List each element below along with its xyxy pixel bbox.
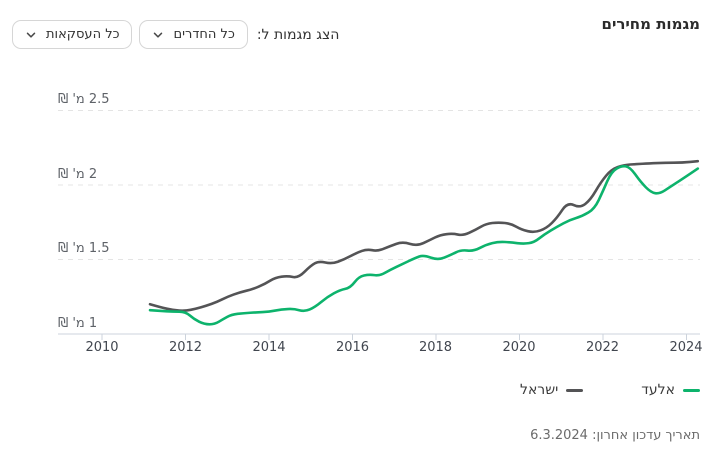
chart-legend: אלעד ישראל (520, 382, 700, 398)
filters-label: הצג מגמות ל: (256, 26, 340, 43)
legend-item-israel: ישראל (519, 382, 584, 398)
x-axis-label: 2010 (85, 340, 119, 355)
transactions-dropdown[interactable]: כל העסקאות (12, 20, 133, 49)
y-axis-label: 2 מ' ₪ (58, 167, 98, 182)
israel-series-color-marker (566, 388, 584, 392)
elad-series-color-marker (683, 388, 700, 392)
legend-label-israel: ישראל (519, 382, 559, 398)
y-axis-label: 2.5 מ' ₪ (58, 92, 110, 107)
last-updated-text: תאריך עדכון אחרון: 6.3.2024 (530, 428, 700, 443)
legend-item-elad: אלעד (641, 382, 700, 398)
page-title: מגמות מחירים (601, 15, 701, 33)
transactions-dropdown-value: כל העסקאות (46, 27, 120, 42)
x-axis-label: 2016 (335, 340, 370, 355)
y-axis-label: 1 מ' ₪ (58, 316, 98, 331)
rooms-dropdown[interactable]: כל החדרים (139, 20, 248, 49)
chevron-down-icon (152, 29, 164, 41)
x-axis-label: 2012 (168, 340, 203, 355)
trend-line (148, 159, 700, 312)
x-axis-label: 2022 (585, 340, 620, 355)
legend-label-elad: אלעד (641, 382, 675, 398)
y-axis-label: 1.5 מ' ₪ (58, 241, 110, 256)
x-axis-label: 2018 (418, 340, 453, 355)
x-axis-label: 2024 (669, 340, 703, 355)
x-axis-label: 2020 (502, 340, 536, 355)
chevron-down-icon (25, 29, 37, 41)
x-axis-label: 2014 (252, 340, 286, 355)
trend-line (148, 164, 700, 326)
rooms-dropdown-value: כל החדרים (173, 27, 235, 42)
trend-filters: הצג מגמות ל: כל החדרים כל העסקאות (12, 20, 339, 49)
